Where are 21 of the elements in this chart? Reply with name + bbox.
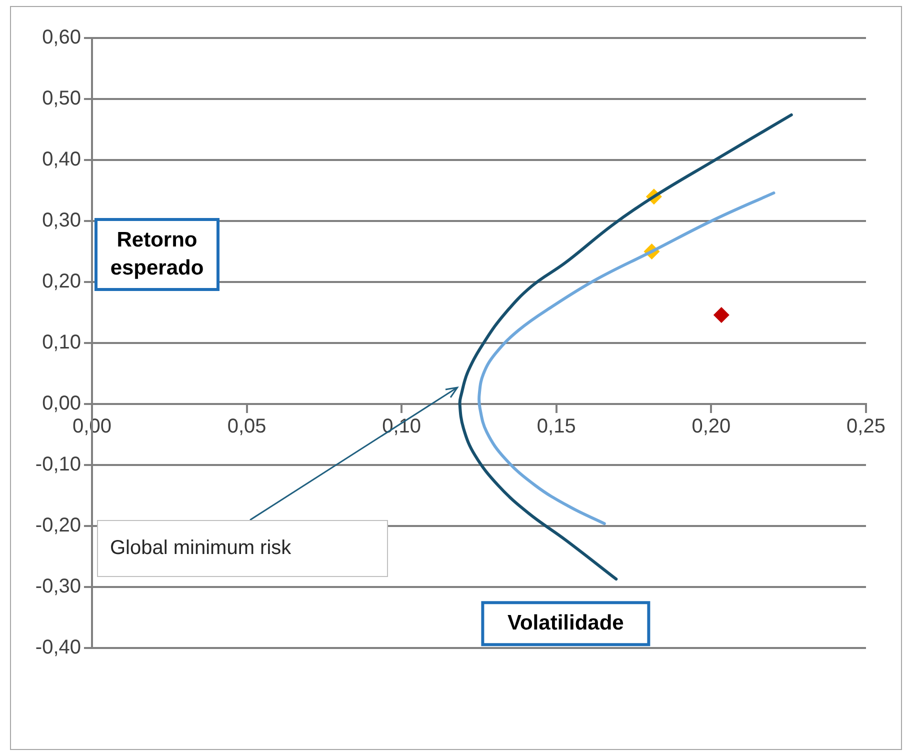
- callout-box: Global minimum risk: [97, 520, 388, 577]
- y-tick-label: 0,10: [42, 332, 81, 354]
- y-tick-label: -0,40: [35, 636, 81, 659]
- y-tick-label: 0,40: [42, 148, 81, 171]
- x-tick-label: 0,05: [227, 416, 266, 438]
- line-series: [478, 191, 776, 526]
- x-tick-label: 0,20: [692, 416, 731, 438]
- y-tick-label: -0,20: [35, 514, 81, 537]
- y-axis-title: Retorno esperado: [110, 228, 204, 280]
- y-tick-label: 0,20: [42, 270, 81, 293]
- x-tick-label: 0,25: [846, 416, 886, 438]
- x-tick-label: 0,15: [536, 416, 576, 438]
- y-tick-label: 0,60: [42, 26, 81, 49]
- y-tick-label: 0,50: [42, 88, 81, 110]
- y-tick-label: 0,00: [42, 392, 81, 415]
- y-tick-label: 0,30: [42, 210, 81, 232]
- point: [713, 306, 730, 323]
- x-axis-title: Volatilidade: [508, 611, 624, 634]
- y-tick-label: -0,30: [35, 576, 81, 598]
- y-tick-label: -0,10: [35, 454, 81, 476]
- line-series: [458, 113, 793, 581]
